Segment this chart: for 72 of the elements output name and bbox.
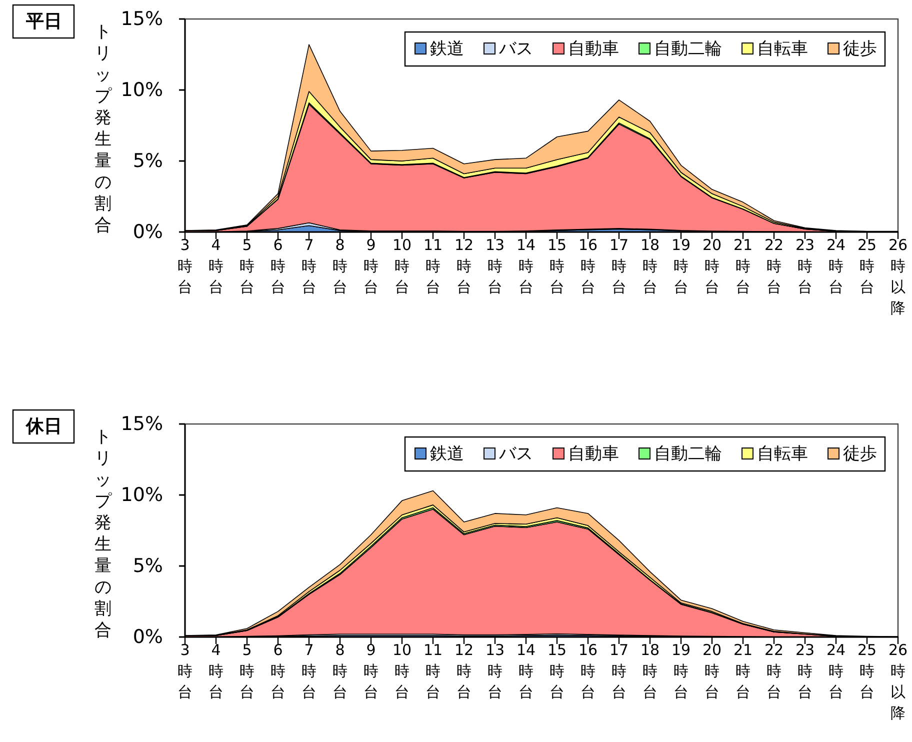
x-tick-label: 18時台	[640, 641, 660, 701]
x-tick-label: 23時台	[795, 641, 815, 701]
x-tick-label: 12時台	[454, 236, 474, 296]
x-tick-label: 24時台	[826, 236, 846, 296]
x-tick-label: 4時台	[208, 236, 224, 296]
y-tick-label: 10%	[120, 484, 163, 506]
x-tick-label: 15時台	[547, 236, 567, 296]
x-tick-label: 19時台	[671, 641, 691, 701]
legend-label: 鉄道	[430, 444, 464, 464]
legend-label: 徒歩	[843, 39, 877, 59]
y-tick-label: 0%	[132, 626, 163, 648]
x-tick-label: 14時台	[516, 236, 536, 296]
text: トリップ発生量の割合	[94, 22, 112, 236]
x-tick-label: 9時台	[364, 641, 378, 701]
x-tick-label: 9時台	[364, 236, 378, 296]
x-tick-label: 5時台	[240, 641, 254, 701]
legend-label: バス	[498, 39, 533, 59]
x-tick-label: 7時台	[302, 641, 316, 701]
x-tick-label: 20時台	[702, 236, 722, 296]
x-tick-label: 4時台	[208, 641, 224, 701]
x-tick-label: 5時台	[240, 236, 254, 296]
chart-title: 休日	[25, 416, 62, 437]
x-tick-label: 25時台	[857, 236, 877, 296]
x-tick-label: 22時台	[764, 236, 784, 296]
y-tick-label: 5%	[132, 150, 163, 172]
x-tick-label: 13時台	[485, 641, 505, 701]
y-tick-label: 15%	[120, 413, 163, 435]
x-tick-label: 26時以降	[888, 236, 908, 317]
x-tick-label: 13時台	[485, 236, 505, 296]
x-tick-label: 11時台	[423, 641, 443, 701]
x-tick-label: 21時台	[733, 236, 753, 296]
legend-label: 鉄道	[430, 39, 464, 59]
x-tick-label: 12時台	[454, 641, 474, 701]
legend-label: 自動車	[568, 39, 619, 59]
x-tick-label: 19時台	[671, 236, 691, 296]
x-tick-label: 3時台	[178, 641, 192, 701]
legend-label: 自動二輪	[654, 444, 722, 464]
x-tick-label: 26時以降	[888, 641, 908, 722]
x-tick-label: 16時台	[578, 641, 598, 701]
text: トリップ発生量の割合	[94, 427, 112, 640]
x-tick-label: 21時台	[733, 641, 753, 701]
x-tick-label: 17時台	[609, 641, 629, 701]
legend-label: 徒歩	[843, 444, 877, 464]
x-tick-label: 15時台	[547, 641, 567, 701]
x-tick-label: 16時台	[578, 236, 598, 296]
x-tick-label: 8時台	[332, 641, 348, 701]
x-tick-label: 3時台	[178, 236, 192, 296]
x-tick-label: 18時台	[640, 236, 660, 296]
x-tick-label: 20時台	[702, 641, 722, 701]
x-tick-label: 11時台	[423, 236, 443, 296]
x-tick-label: 17時台	[609, 236, 629, 296]
legend-label: 自動車	[568, 444, 619, 464]
legend-label: 自転車	[757, 444, 808, 464]
x-tick-label: 24時台	[826, 641, 846, 701]
legend-label: 自動二輪	[654, 39, 722, 59]
x-tick-label: 8時台	[332, 236, 348, 296]
x-tick-label: 6時台	[270, 641, 286, 701]
y-tick-label: 5%	[132, 555, 163, 577]
x-tick-label: 14時台	[516, 641, 536, 701]
x-tick-label: 10時台	[392, 236, 412, 296]
x-tick-label: 22時台	[764, 641, 784, 701]
x-tick-label: 23時台	[795, 236, 815, 296]
y-tick-label: 10%	[120, 79, 163, 101]
x-tick-label: 7時台	[302, 236, 316, 296]
chart-title: 平日	[25, 11, 62, 32]
x-tick-label: 10時台	[392, 641, 412, 701]
y-tick-label: 15%	[120, 8, 163, 30]
y-tick-label: 0%	[132, 221, 163, 243]
x-tick-label: 6時台	[270, 236, 286, 296]
legend-label: 自転車	[757, 39, 808, 59]
legend-label: バス	[498, 444, 533, 464]
x-tick-label: 25時台	[857, 641, 877, 701]
